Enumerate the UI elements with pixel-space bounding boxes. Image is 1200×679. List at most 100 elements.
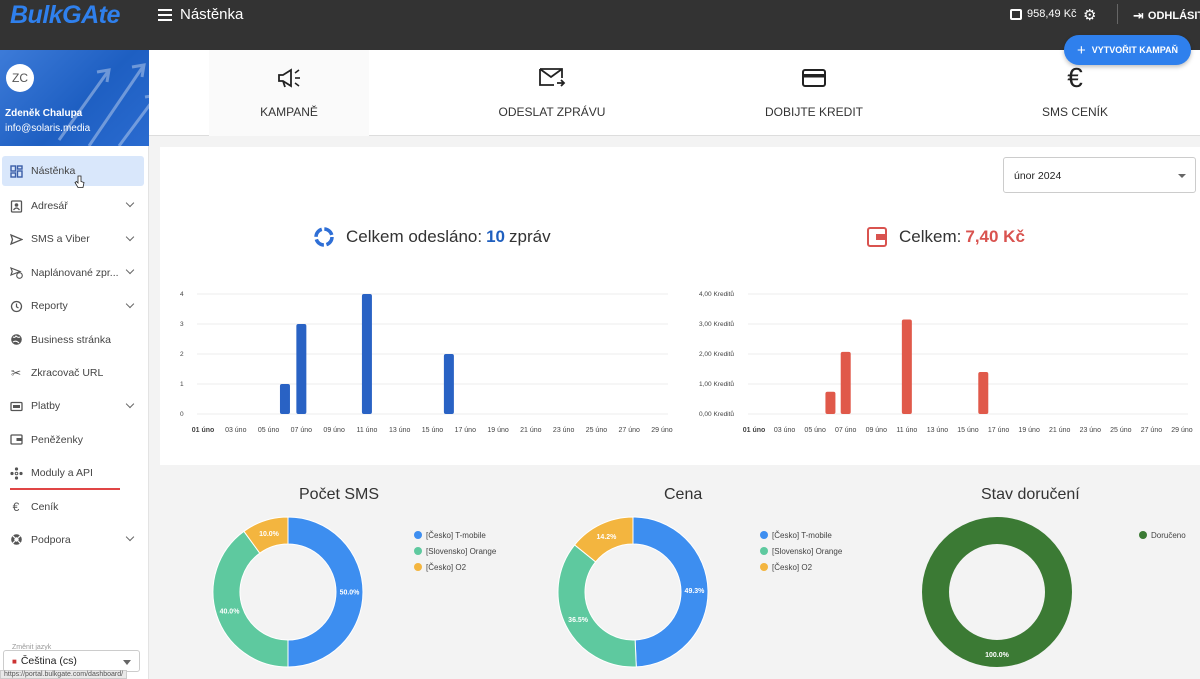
send-message-action[interactable]: ODESLAT ZPRÁVU [472, 50, 632, 136]
gear-icon[interactable]: ⚙ [1083, 7, 1097, 24]
quick-actions-bar: KAMPANĚ ODESLAT ZPRÁVU DOBIJTE KREDIT € … [149, 50, 1200, 136]
sidebar-item-pricing[interactable]: € Ceník [0, 490, 149, 523]
sms-pricing-action[interactable]: € SMS CENÍK [995, 50, 1155, 136]
price-donut: 49.3% 36.5% 14.2% [557, 516, 709, 668]
x-tick-label: 01 úno [192, 427, 215, 434]
slice-[Česko] O2[interactable] [573, 516, 634, 563]
x-tick-label: 09 úno [866, 427, 888, 434]
page-title: Nástěnka [180, 6, 244, 23]
legend-item[interactable]: [Česko] T-mobile [414, 527, 496, 543]
logout-button[interactable]: ⇥ ODHLÁSIT [1133, 8, 1200, 24]
x-tick-label: 13 úno [927, 427, 949, 434]
sidebar-item-business-page[interactable]: Business stránka [0, 323, 149, 356]
x-tick-label: 05 úno [258, 427, 280, 434]
campaigns-label: KAMPANĚ [260, 105, 318, 119]
sidebar-item-wallets[interactable]: Peněženky [0, 423, 149, 456]
credit-balance[interactable]: 958,49 Kč [1010, 8, 1077, 20]
y-tick-label: 3,00 Kreditů [699, 320, 734, 328]
bar-06 úno[interactable] [825, 391, 836, 414]
language-select[interactable]: ■ Čeština (cs) [3, 650, 140, 672]
bar-11 úno[interactable] [361, 294, 372, 414]
stats-card [160, 147, 1200, 465]
slice-label: 10.0% [259, 531, 280, 538]
sidebar-item-address-book[interactable]: Adresář [0, 189, 149, 222]
x-tick-label: 25 úno [586, 427, 608, 434]
create-campaign-button[interactable]: + VYTVOŘIT KAMPAŇ [1064, 35, 1191, 65]
sidebar-item-modules-api[interactable]: Moduly a API [0, 457, 149, 490]
y-tick-label: 4,00 Kreditů [699, 290, 734, 298]
sidebar-item-support[interactable]: Podpora [0, 523, 149, 556]
x-tick-label: 09 úno [323, 427, 345, 434]
x-tick-label: 11 úno [356, 427, 377, 434]
sidebar-item-label: Naplánované zpr... [31, 266, 119, 279]
chevron-down-icon [125, 299, 135, 308]
wallet-icon [8, 432, 24, 448]
legend-item[interactable]: [Česko] T-mobile [760, 527, 842, 543]
x-tick-label: 01 úno [743, 427, 766, 434]
euro-icon: € [1067, 62, 1083, 93]
profile-name: Zdeněk Chalupa [5, 108, 83, 119]
total-cost-label: Celkem: [899, 227, 962, 246]
bar-16 úno[interactable] [978, 372, 989, 414]
slice-[Slovensko] Orange[interactable] [557, 544, 637, 668]
scheduled-send-icon [8, 265, 24, 281]
chevron-down-icon [125, 399, 135, 408]
slice-[Česko] O2[interactable] [243, 516, 289, 554]
profile-background-arrows [57, 63, 149, 146]
menu-icon[interactable] [158, 9, 172, 21]
slice-Doručeno[interactable] [922, 517, 1072, 667]
slice-[Česko] T-mobile[interactable] [287, 516, 364, 668]
legend-label: [Česko] T-mobile [426, 530, 486, 540]
avatar[interactable]: ZC [6, 64, 34, 92]
slice-[Česko] T-mobile[interactable] [632, 516, 709, 668]
sidebar-item-payments[interactable]: Platby [0, 390, 149, 423]
y-tick-label: 1 [180, 381, 184, 388]
legend-dot [414, 531, 422, 539]
sidebar-item-dashboard[interactable]: Nástěnka [2, 156, 144, 188]
megaphone-icon [209, 65, 369, 91]
history-icon [8, 298, 24, 314]
address-book-icon [8, 198, 24, 214]
x-tick-label: 21 úno [1049, 427, 1071, 434]
logout-icon: ⇥ [1133, 8, 1144, 23]
slice-[Slovensko] Orange[interactable] [212, 530, 289, 668]
slice-label: 36.5% [568, 617, 589, 624]
chevron-down-icon [125, 533, 135, 542]
bar-06 úno[interactable] [279, 384, 290, 414]
dropdown-arrow-icon [1178, 174, 1186, 178]
sidebar-item-url-shortener[interactable]: ✂ Zkracovač URL [0, 356, 149, 389]
sidebar-item-sms-viber[interactable]: SMS a Viber [0, 223, 149, 256]
sidebar-item-reports[interactable]: Reporty [0, 290, 149, 323]
cursor-icon [74, 175, 85, 188]
y-tick-label: 2 [180, 351, 184, 358]
legend-label: [Česko] O2 [426, 562, 467, 572]
x-tick-label: 07 úno [291, 427, 313, 434]
top-bar: BulkGAte Nástěnka 958,49 Kč ⚙ ⇥ ODHLÁSIT [0, 0, 1200, 50]
campaigns-action[interactable]: KAMPANĚ [209, 50, 369, 136]
bar-07 úno[interactable] [296, 324, 307, 414]
sidebar-item-label: Moduly a API [31, 467, 93, 480]
month-select[interactable]: únor 2024 [1003, 157, 1196, 193]
sidebar-item-label: Reporty [31, 300, 68, 313]
sidebar-item-scheduled[interactable]: Naplánované zpr... [0, 256, 149, 289]
messages-bar-chart: 0 1 2 3 4 01 úno 03 úno 05 úno 07 úno 09 úno 11 ún… [180, 291, 673, 434]
mail-send-icon [472, 65, 632, 91]
top-up-action[interactable]: DOBIJTE KREDIT [734, 50, 894, 136]
bar-16 úno[interactable] [443, 354, 454, 414]
y-tick-label: 3 [180, 321, 184, 328]
legend-item[interactable]: Doručeno [1139, 527, 1186, 543]
logo[interactable]: BulkGAte [10, 1, 120, 29]
x-tick-label: 13 úno [389, 427, 411, 434]
legend-item[interactable]: [Česko] O2 [760, 559, 842, 575]
legend-label: [Česko] T-mobile [772, 530, 832, 540]
bar-11 úno[interactable] [901, 319, 912, 415]
legend-item[interactable]: [Slovensko] Orange [414, 543, 496, 559]
legend-item[interactable]: [Slovensko] Orange [760, 543, 842, 559]
legend-item[interactable]: [Česko] O2 [414, 559, 496, 575]
globe-icon [8, 332, 24, 348]
slice-label: 14.2% [597, 534, 618, 541]
send-icon [8, 231, 24, 247]
logout-label: ODHLÁSIT [1147, 10, 1200, 22]
bar-07 úno[interactable] [840, 351, 851, 414]
slice-label: 50.0% [340, 590, 361, 597]
